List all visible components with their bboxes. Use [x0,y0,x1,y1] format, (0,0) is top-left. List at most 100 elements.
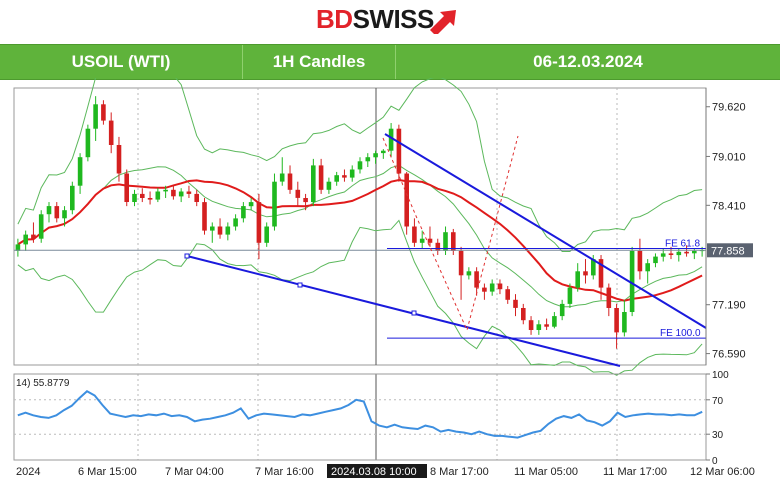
chart-banner: USOIL (WTI) 1H Candles 06-12.03.2024 [0,44,780,80]
time-cursor-label: 2024.03.08 10:00 [331,466,417,478]
time-tick-label: 12 Mar 06:00 [690,466,755,478]
candle-body [567,287,573,304]
rsi-tick-label: 100 [712,370,729,381]
brand-logo: BDSWISS [0,0,780,42]
candle-body [451,232,456,251]
candle-body [303,198,308,203]
candle-body [645,263,650,272]
price-tick-label: 79.010 [712,151,746,163]
candle-body [435,242,441,251]
candle-body [132,193,137,202]
candle-body [54,206,60,219]
candle-body [101,104,106,121]
price-tick-label: 79.620 [712,102,746,114]
candle-body [210,226,215,231]
candle-body [225,226,231,235]
rsi-line [17,389,703,439]
rsi-tick-label: 70 [712,396,724,407]
time-cursor-box [327,464,427,478]
candle-body [46,206,52,215]
brand-wordmark: BDSWISS [316,4,434,35]
candle-body [427,238,433,243]
candle-body [311,165,316,203]
banner-separator [395,45,396,79]
candle-body [124,173,129,202]
moving-average [17,178,703,302]
candle-body [591,259,596,276]
banner-symbol: USOIL (WTI) [71,52,171,71]
candle-body [458,250,464,276]
candle-body [396,128,402,174]
candle-body [466,271,472,276]
candle-body [334,175,339,182]
candle-body [443,232,448,251]
candle-body [489,283,495,292]
candle-body [629,250,635,312]
price-tick-label: 76.590 [712,349,746,361]
candle-body [140,193,145,198]
candle-body [93,104,98,129]
rsi-tick-label: 30 [712,430,724,441]
candle-body [349,169,355,178]
brand-arrow-icon [430,10,456,34]
candle-body [692,250,697,254]
fibo-61-label: FE 61.8 [665,238,700,249]
candle-body [217,226,223,235]
candle-body [653,256,658,264]
candle-body [676,251,682,256]
time-tick-label: 7 Mar 04:00 [165,466,224,478]
trendline-anchor [297,282,303,288]
candle-body [660,253,666,257]
trendline-drawings: FE 61.8 FE 100.0 [14,133,707,367]
candle-body [583,271,588,276]
candle-body [155,191,161,200]
time-tick-label: 6 Mar 15:00 [78,466,137,478]
candle-body [38,214,44,239]
candles [15,96,705,349]
candle-body [62,210,67,219]
rsi-header: 14) 55.8779 [16,378,70,389]
candle-body [373,153,378,158]
banner-separator [242,45,243,79]
banner-dates: 06-12.03.2024 [533,52,643,71]
candle-body [272,181,277,227]
candle-body [23,234,28,245]
candle-body [365,157,371,162]
middle-band [17,164,703,308]
lower-band [17,219,703,376]
candle-body [108,120,114,145]
candle-body [279,173,285,182]
candle-body [598,259,604,288]
candle-body [419,238,425,243]
brand-swiss: SWISS [352,4,435,34]
candle-body [606,287,612,308]
candle-body [70,185,75,211]
candle-body [482,287,487,292]
fibo-100-label: FE 100.0 [660,328,701,339]
candle-body [178,191,184,197]
rsi-frame [13,373,707,461]
trendline-anchor [411,310,417,316]
candle-body [116,145,122,174]
candle-body [497,283,503,290]
candle-body [552,316,557,327]
candle-body [412,226,417,243]
candle-body [536,324,542,330]
plot-frame [13,87,707,366]
candle-body [248,202,254,207]
candle-body [528,320,534,330]
price-tick-label: 78.410 [712,200,746,212]
rsi-panel: 14) 55.8779 100 70 30 0 [13,370,729,467]
candle-body [404,173,409,227]
candle-body [622,312,627,333]
bollinger-bands [17,78,703,376]
candle-body [287,173,293,190]
time-tick-label: 2024 [16,466,40,478]
candle-body [256,202,262,243]
candle-body [388,128,394,151]
candle-body [77,157,83,186]
lower-trendline [186,255,621,367]
candle-body [575,271,580,288]
candle-body [381,150,386,154]
candle-body [342,175,347,178]
